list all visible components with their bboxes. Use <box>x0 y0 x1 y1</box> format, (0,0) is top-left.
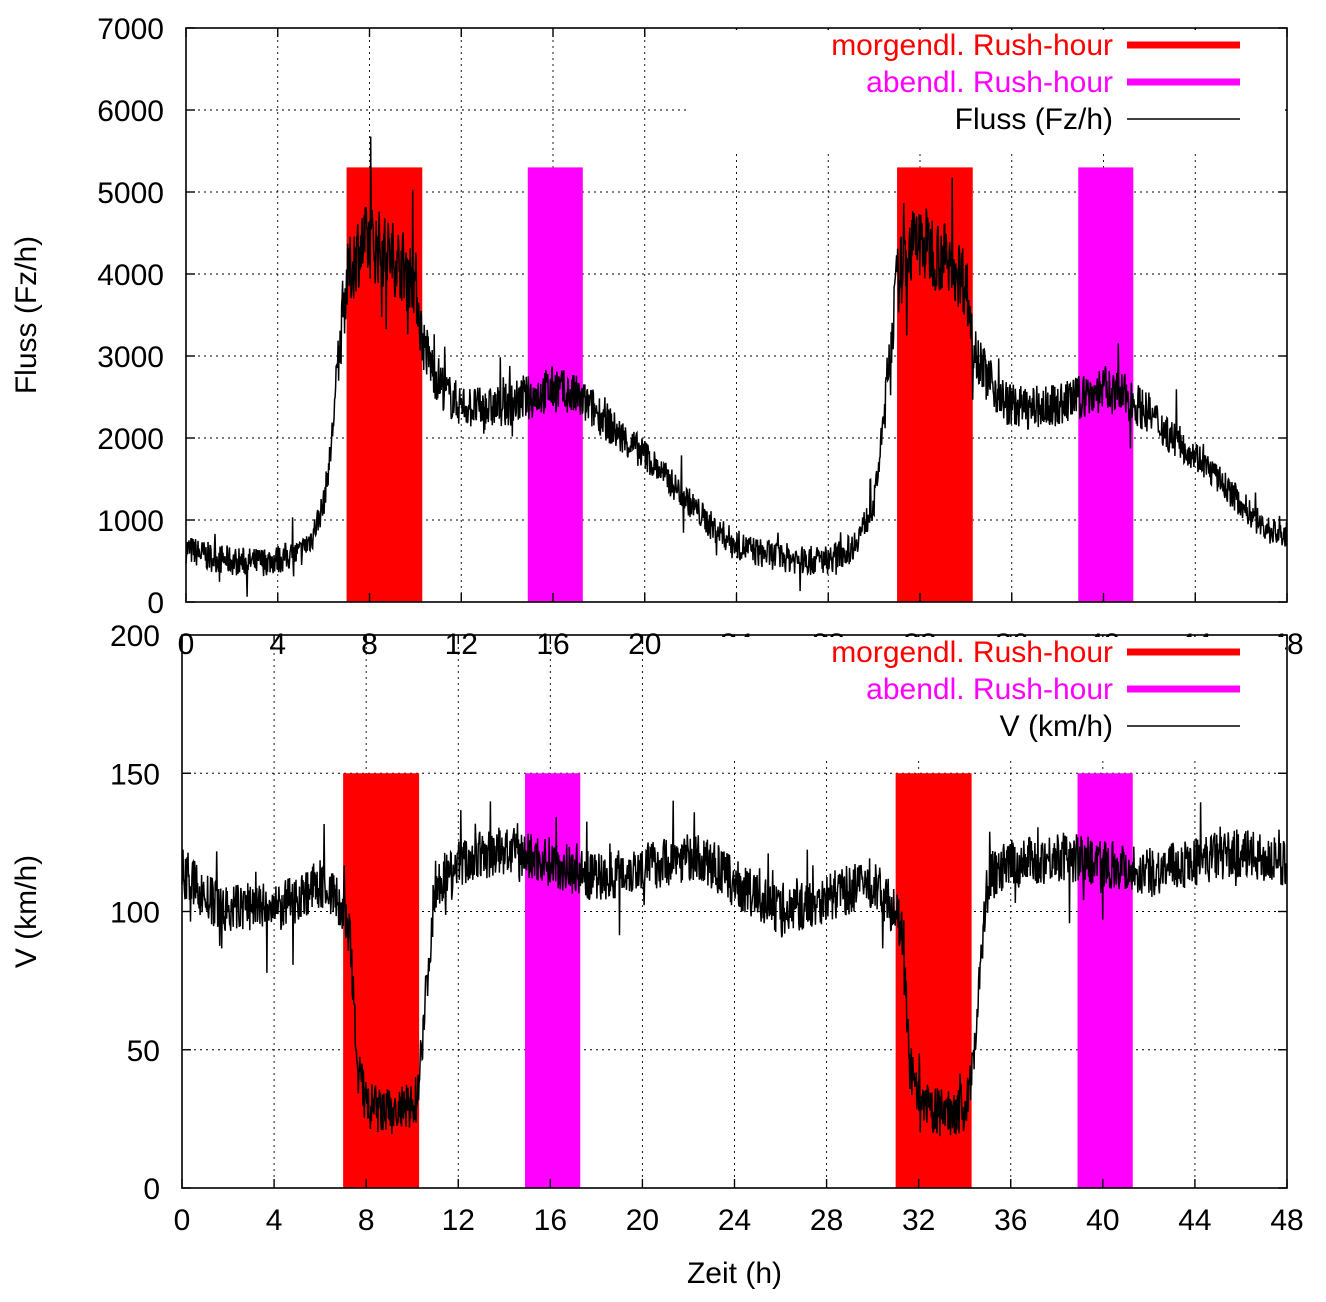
legend-background <box>690 637 1285 757</box>
legend: morgendl. Rush-hour abendl. Rush-hour V (k… <box>690 636 1285 757</box>
series-line <box>185 136 1288 597</box>
y-tick-label: 3000 <box>97 341 164 374</box>
x-tick-label: 8 <box>358 1204 375 1237</box>
legend: morgendl. Rush-hour abendl. Rush-hour Flus… <box>690 29 1285 150</box>
x-tick-label: 8 <box>361 628 378 661</box>
y-axis-label: Fluss (Fz/h) <box>10 236 43 394</box>
x-tick-label: 12 <box>445 628 478 661</box>
rush-hour-band <box>897 167 973 602</box>
y-tick-label: 150 <box>110 758 160 791</box>
x-tick-label: 28 <box>810 1204 843 1237</box>
legend-label: abendl. Rush-hour <box>866 673 1113 706</box>
x-tick-label: 24 <box>718 1204 751 1237</box>
y-tick-label: 0 <box>143 1173 160 1206</box>
y-tick-label: 2000 <box>97 423 164 456</box>
y-tick-label: 0 <box>147 587 164 620</box>
x-tick-label: 32 <box>902 1204 935 1237</box>
legend-label: morgendl. Rush-hour <box>831 636 1113 669</box>
y-tick-label: 50 <box>127 1035 160 1068</box>
x-tick-label: 0 <box>174 1204 191 1237</box>
legend-label: Fluss (Fz/h) <box>955 103 1113 136</box>
y-tick-label: 1000 <box>97 505 164 538</box>
x-axis-label: Zeit (h) <box>687 1257 782 1290</box>
x-tick-label: 12 <box>442 1204 475 1237</box>
legend-background <box>690 30 1285 150</box>
x-tick-label: 4 <box>266 1204 283 1237</box>
legend-label: abendl. Rush-hour <box>866 66 1113 99</box>
rush-hour-band <box>1077 773 1133 1188</box>
legend-label: V (km/h) <box>1000 710 1113 743</box>
x-tick-label: 16 <box>536 628 569 661</box>
flow-chart-panel: 0481216202428323640444801000200030004000… <box>10 13 1304 661</box>
y-tick-label: 6000 <box>97 95 164 128</box>
x-tick-label: 4 <box>269 628 286 661</box>
x-tick-label: 40 <box>1086 1204 1119 1237</box>
x-tick-label: 36 <box>994 1204 1027 1237</box>
y-tick-label: 7000 <box>97 13 164 46</box>
x-tick-label: 16 <box>534 1204 567 1237</box>
series-line <box>181 800 1288 1137</box>
y-axis-label: V (km/h) <box>10 855 43 968</box>
x-tick-label: 48 <box>1270 1204 1303 1237</box>
y-tick-label: 5000 <box>97 177 164 210</box>
y-tick-label: 100 <box>110 897 160 930</box>
x-tick-label: 0 <box>178 628 195 661</box>
x-tick-label: 20 <box>626 1204 659 1237</box>
y-tick-label: 200 <box>110 620 160 653</box>
y-tick-label: 4000 <box>97 259 164 292</box>
rush-hour-band <box>525 773 581 1188</box>
x-tick-label: 20 <box>628 628 661 661</box>
x-tick-label: 44 <box>1178 1204 1211 1237</box>
legend-label: morgendl. Rush-hour <box>831 29 1113 62</box>
